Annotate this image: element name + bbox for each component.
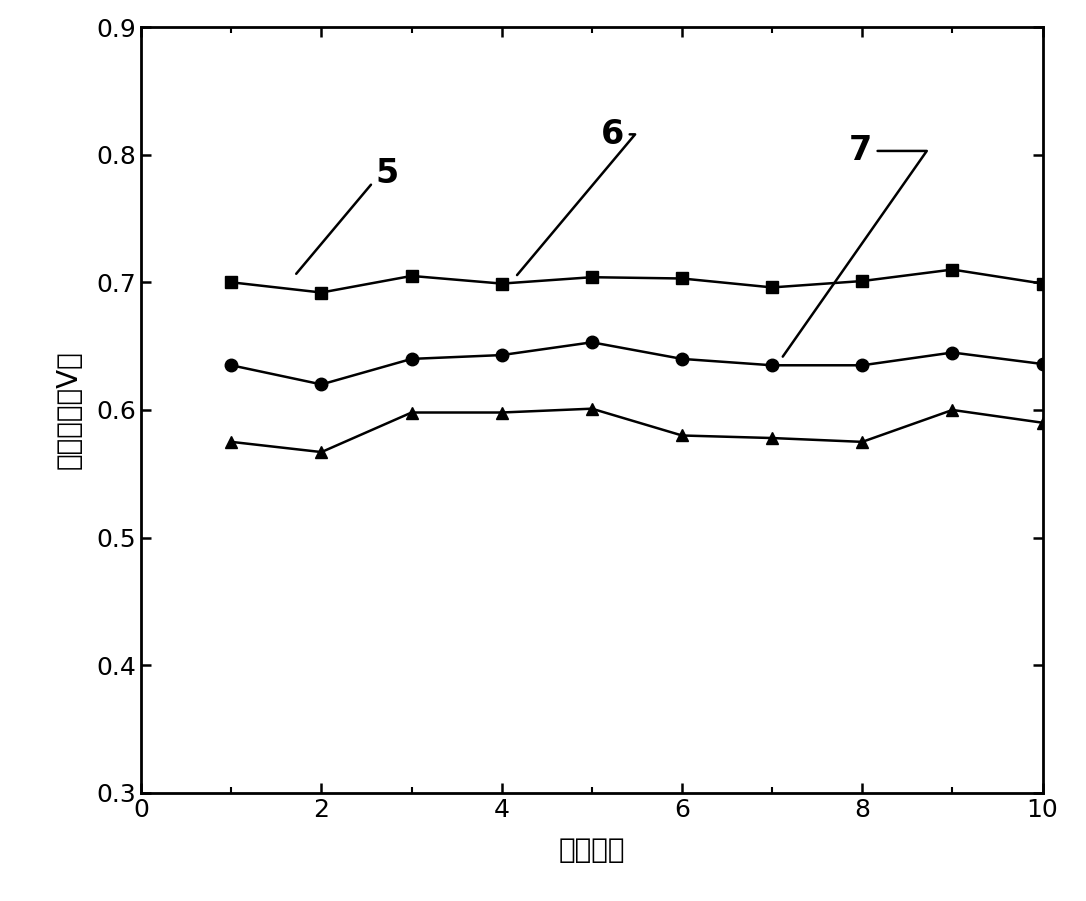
X-axis label: 电池节数: 电池节数 xyxy=(558,835,626,864)
Text: 5: 5 xyxy=(296,158,399,274)
Y-axis label: 电池电压（V）: 电池电压（V） xyxy=(54,350,83,469)
Text: 6: 6 xyxy=(517,118,635,275)
Text: 7: 7 xyxy=(783,134,926,357)
